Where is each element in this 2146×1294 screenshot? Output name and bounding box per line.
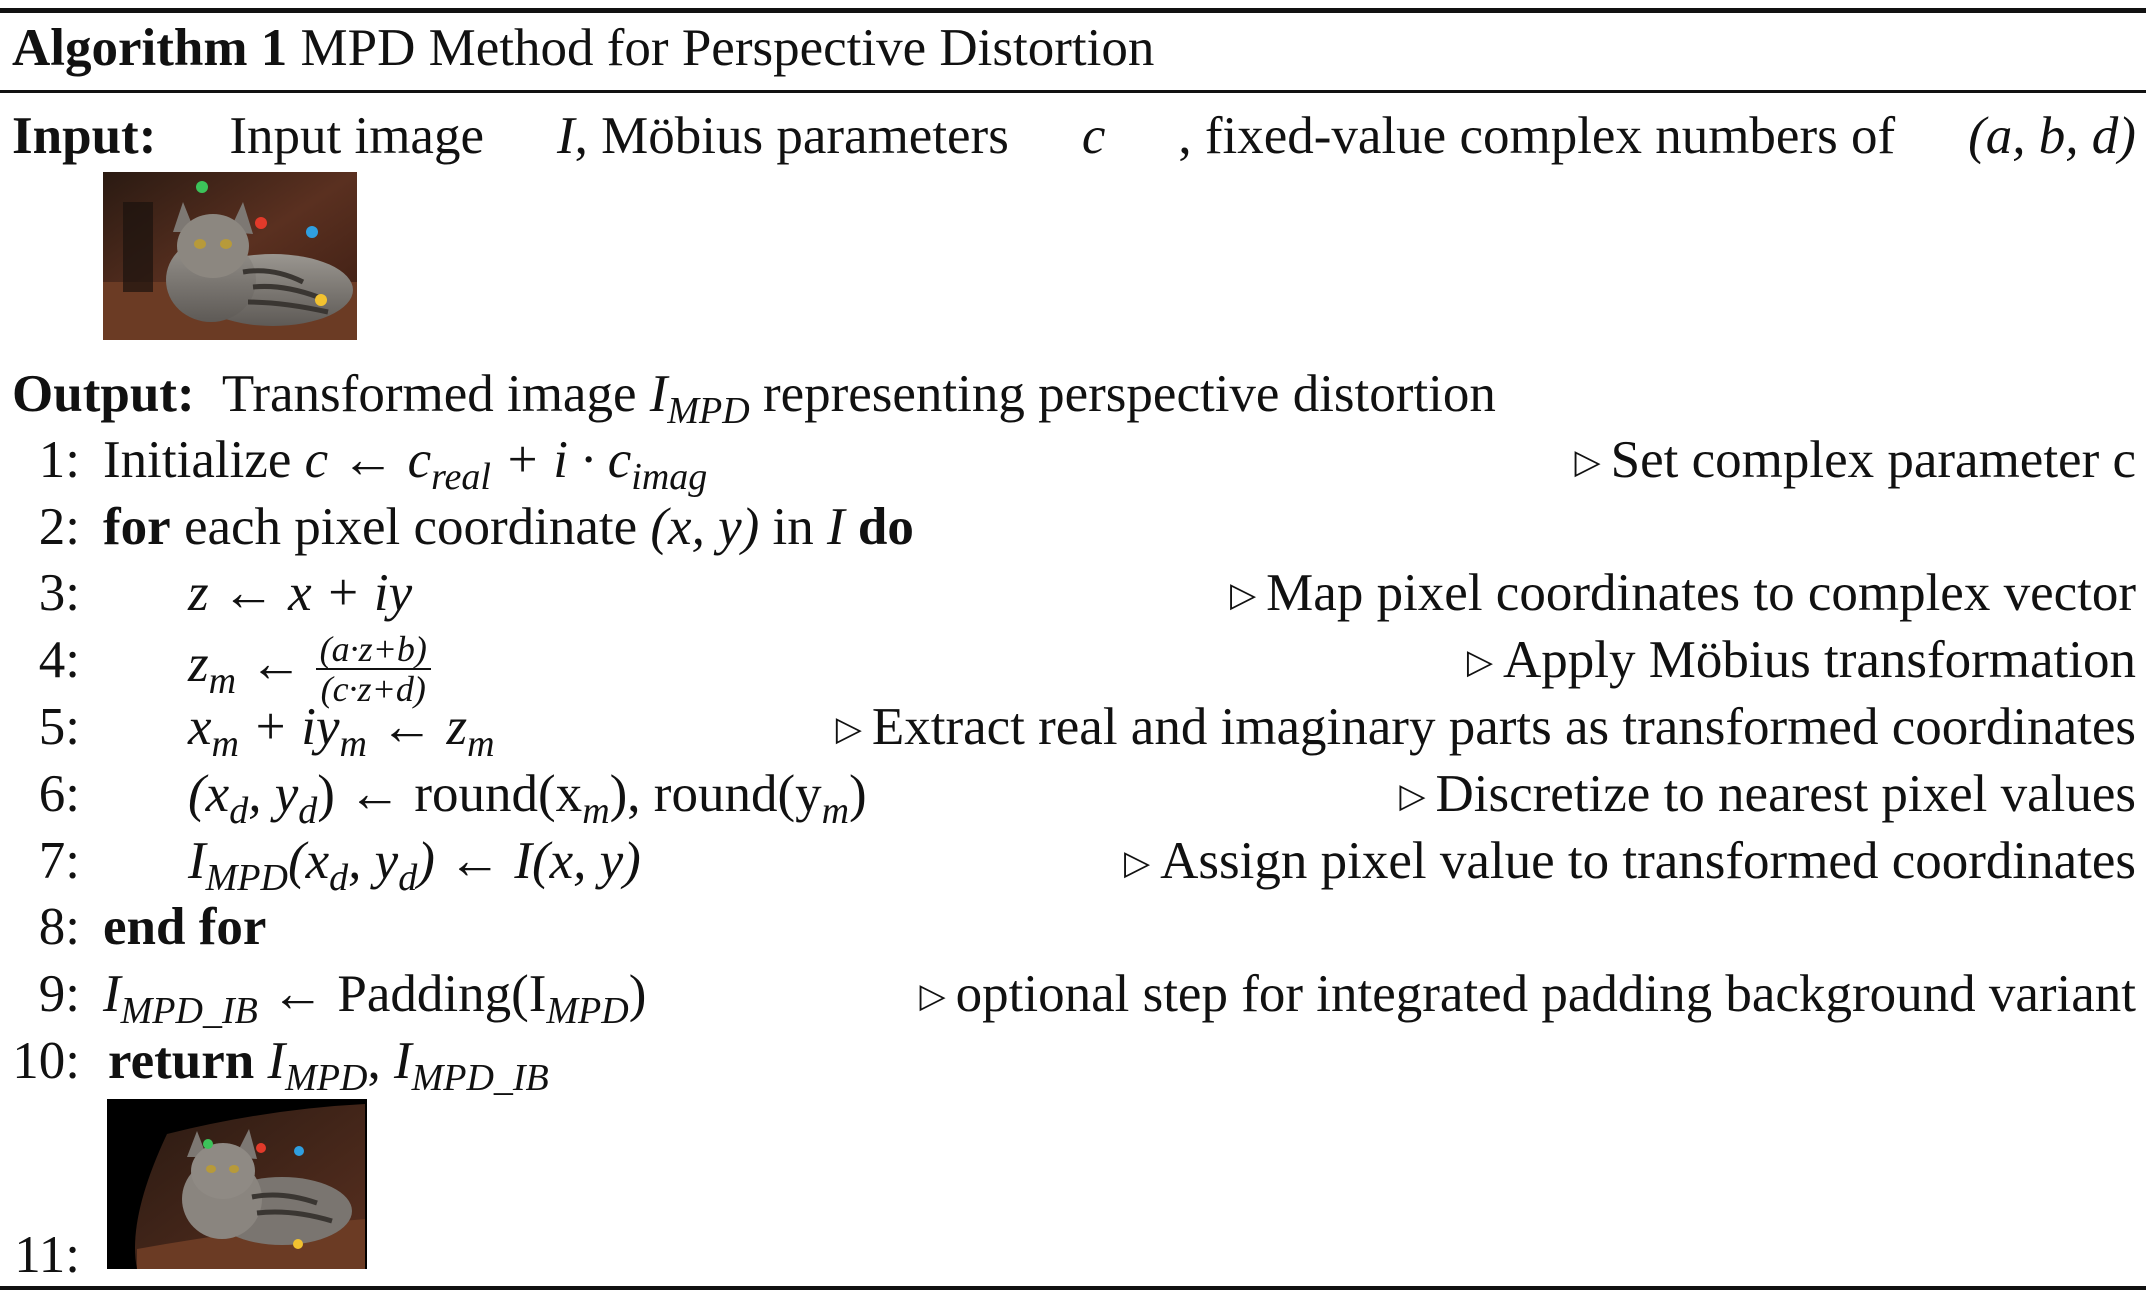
step-4-comment: ▷ Apply Möbius transformation bbox=[1466, 631, 2136, 689]
step-5-comment: ▷ Extract real and imaginary parts as tra… bbox=[835, 698, 2136, 756]
step-number: 3: bbox=[38, 564, 80, 622]
step-9-comment: ▷ optional step for integrated padding ba… bbox=[919, 965, 2136, 1023]
step-4-lhs: z bbox=[188, 635, 209, 694]
comment-triangle-icon: ▷ bbox=[1574, 444, 1601, 481]
step-7-comment: ▷ Assign pixel value to transformed coord… bbox=[1124, 832, 2136, 890]
comment-triangle-icon: ▷ bbox=[835, 711, 862, 748]
end-for-keyword: end for bbox=[103, 898, 267, 956]
output-text-a: Transformed image bbox=[221, 365, 637, 423]
step-number: 8: bbox=[38, 898, 80, 956]
fraction-numerator: (a·z+b) bbox=[315, 630, 431, 670]
return-keyword: return bbox=[108, 1032, 255, 1090]
fraction-denominator: (c·z+d) bbox=[320, 669, 426, 709]
step-10-code: return IMPD, IMPD_IB bbox=[108, 1032, 549, 1099]
step-number: 6: bbox=[38, 765, 80, 823]
step-1-plus: + i · bbox=[504, 431, 595, 489]
step-1-var: c bbox=[304, 431, 329, 489]
for-keyword: for bbox=[103, 498, 171, 556]
mobius-fraction: (a·z+b) (c·z+d) bbox=[315, 630, 431, 709]
input-label: Input: bbox=[12, 107, 157, 165]
step-2-text: each pixel coordinate bbox=[183, 498, 638, 556]
step-7-code: IMPD(xd, yd) ← I(x, y) bbox=[188, 832, 641, 899]
step-3-code: z ← x + iy bbox=[188, 564, 413, 622]
step-number: 9: bbox=[38, 965, 80, 1023]
step-number: 11: bbox=[14, 1226, 80, 1284]
step-number: 7: bbox=[38, 832, 80, 890]
step-2-xy: (x, y) bbox=[650, 498, 760, 556]
comment-triangle-icon: ▷ bbox=[1230, 577, 1257, 614]
input-tuple: (a, b, d) bbox=[1968, 107, 2136, 165]
input-line: Input: Input image I, Möbius parameters … bbox=[12, 106, 2136, 166]
step-6-comment: ▷ Discretize to nearest pixel values bbox=[1399, 765, 2136, 823]
step-1-real-sub: real bbox=[431, 456, 491, 498]
step-4-arrow: ← bbox=[249, 635, 303, 694]
step-1-imag-sub: imag bbox=[631, 456, 708, 498]
step-number: 4: bbox=[38, 631, 80, 689]
input-var-c: c bbox=[1081, 107, 1106, 165]
header-rule bbox=[0, 90, 2146, 93]
output-line: Output: Transformed image IMPD represent… bbox=[12, 364, 2146, 441]
step-6-code: (xd, yd) ← round(xm), round(ym) bbox=[188, 765, 867, 832]
step-1-creal: c bbox=[407, 431, 432, 489]
step-2-in: in bbox=[772, 498, 814, 556]
comment-triangle-icon: ▷ bbox=[919, 978, 946, 1015]
step-number: 10: bbox=[12, 1032, 80, 1090]
input-text-c: , fixed-value complex numbers of bbox=[1178, 107, 1896, 165]
step-5-code: xm + iym ← zm bbox=[188, 698, 495, 765]
algorithm-caption: Algorithm 1 MPD Method for Perspective D… bbox=[12, 18, 2146, 78]
output-label: Output: bbox=[12, 365, 195, 423]
bottom-rule bbox=[0, 1286, 2146, 1290]
distorted-cat-photo-icon bbox=[107, 1099, 367, 1269]
step-number: 5: bbox=[38, 698, 80, 756]
output-sub: MPD bbox=[667, 390, 750, 432]
step-1-arrow: ← bbox=[341, 431, 395, 489]
step-1-comment: ▷ Set complex parameter c bbox=[1574, 431, 2137, 489]
comment-triangle-icon: ▷ bbox=[1399, 778, 1426, 815]
input-text-a: Input image bbox=[229, 107, 484, 165]
do-keyword: do bbox=[857, 498, 914, 556]
algorithm-title: MPD Method for Perspective Distortion bbox=[300, 19, 1155, 77]
algorithm-label: Algorithm 1 bbox=[12, 19, 288, 77]
input-var-I: I bbox=[556, 107, 575, 165]
input-thumbnail bbox=[103, 172, 357, 340]
step-4-sub: m bbox=[208, 660, 237, 703]
step-1-keyword: Initialize bbox=[103, 431, 292, 489]
step-3-comment: ▷ Map pixel coordinates to complex vector bbox=[1230, 564, 2136, 622]
step-1-cimag: c bbox=[607, 431, 632, 489]
output-var: I bbox=[649, 365, 668, 423]
cat-photo-icon bbox=[103, 172, 357, 340]
comment-triangle-icon: ▷ bbox=[1466, 644, 1493, 681]
output-thumbnail bbox=[107, 1099, 367, 1269]
comment-triangle-icon: ▷ bbox=[1124, 845, 1151, 882]
top-rule bbox=[0, 8, 2146, 13]
step-number: 2: bbox=[38, 498, 80, 556]
output-text-b: representing perspective distortion bbox=[762, 365, 1496, 423]
step-9-code: IMPD_IB ← Padding(IMPD) bbox=[103, 965, 647, 1032]
step-number: 1: bbox=[38, 431, 80, 489]
step-2-I: I bbox=[827, 498, 845, 556]
input-text-b: , Möbius parameters bbox=[574, 107, 1009, 165]
